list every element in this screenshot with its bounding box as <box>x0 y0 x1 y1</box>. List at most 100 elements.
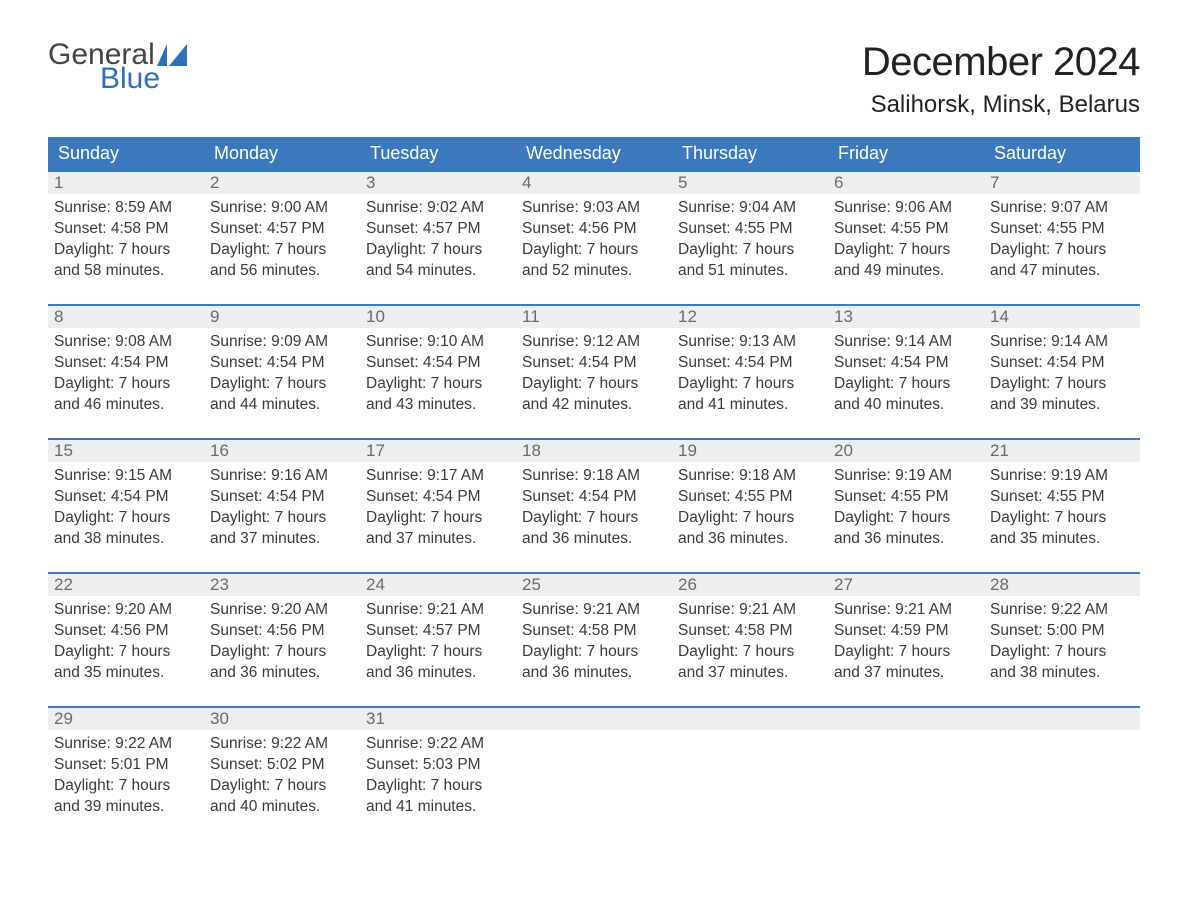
day-number: 19 <box>672 440 828 462</box>
day-body: Sunrise: 9:22 AMSunset: 5:03 PMDaylight:… <box>360 730 516 820</box>
day-number: 20 <box>828 440 984 462</box>
calendar-day: 21Sunrise: 9:19 AMSunset: 4:55 PMDayligh… <box>984 440 1140 558</box>
d1-text: Daylight: 7 hours <box>678 374 822 395</box>
sunset-text: Sunset: 5:00 PM <box>990 621 1134 642</box>
d2-text: and 37 minutes. <box>366 529 510 550</box>
day-body: Sunrise: 8:59 AMSunset: 4:58 PMDaylight:… <box>48 194 204 284</box>
sunrise-text: Sunrise: 9:20 AM <box>210 600 354 621</box>
sunset-text: Sunset: 4:58 PM <box>522 621 666 642</box>
d2-text: and 41 minutes. <box>366 797 510 818</box>
d1-text: Daylight: 7 hours <box>210 240 354 261</box>
d2-text: and 56 minutes. <box>210 261 354 282</box>
day-body: Sunrise: 9:21 AMSunset: 4:58 PMDaylight:… <box>672 596 828 686</box>
sunset-text: Sunset: 4:54 PM <box>522 487 666 508</box>
d1-text: Daylight: 7 hours <box>834 642 978 663</box>
sunset-text: Sunset: 4:55 PM <box>990 487 1134 508</box>
day-header: Wednesday <box>516 137 672 170</box>
day-body: Sunrise: 9:10 AMSunset: 4:54 PMDaylight:… <box>360 328 516 418</box>
day-number: 11 <box>516 306 672 328</box>
calendar-day: 8Sunrise: 9:08 AMSunset: 4:54 PMDaylight… <box>48 306 204 424</box>
calendar-day: 28Sunrise: 9:22 AMSunset: 5:00 PMDayligh… <box>984 574 1140 692</box>
brand-word2: Blue <box>100 64 201 94</box>
day-number: 10 <box>360 306 516 328</box>
sunrise-text: Sunrise: 9:21 AM <box>366 600 510 621</box>
day-body: Sunrise: 9:20 AMSunset: 4:56 PMDaylight:… <box>48 596 204 686</box>
d2-text: and 36 minutes. <box>834 529 978 550</box>
day-body: Sunrise: 9:19 AMSunset: 4:55 PMDaylight:… <box>984 462 1140 552</box>
brand-logo: General Blue <box>48 40 201 94</box>
sunset-text: Sunset: 4:54 PM <box>54 487 198 508</box>
day-header: Tuesday <box>360 137 516 170</box>
sunrise-text: Sunrise: 9:21 AM <box>522 600 666 621</box>
calendar-day: 6Sunrise: 9:06 AMSunset: 4:55 PMDaylight… <box>828 172 984 290</box>
day-number: 22 <box>48 574 204 596</box>
day-body: Sunrise: 9:21 AMSunset: 4:57 PMDaylight:… <box>360 596 516 686</box>
calendar-day: 24Sunrise: 9:21 AMSunset: 4:57 PMDayligh… <box>360 574 516 692</box>
day-number: 28 <box>984 574 1140 596</box>
header: General Blue December 2024 Salihorsk, Mi… <box>48 40 1140 119</box>
d2-text: and 39 minutes. <box>54 797 198 818</box>
day-body: Sunrise: 9:02 AMSunset: 4:57 PMDaylight:… <box>360 194 516 284</box>
d2-text: and 43 minutes. <box>366 395 510 416</box>
calendar-day: 31Sunrise: 9:22 AMSunset: 5:03 PMDayligh… <box>360 708 516 826</box>
d1-text: Daylight: 7 hours <box>678 508 822 529</box>
day-body: Sunrise: 9:22 AMSunset: 5:01 PMDaylight:… <box>48 730 204 820</box>
sunset-text: Sunset: 4:57 PM <box>210 219 354 240</box>
day-body: Sunrise: 9:19 AMSunset: 4:55 PMDaylight:… <box>828 462 984 552</box>
sunset-text: Sunset: 4:59 PM <box>834 621 978 642</box>
d1-text: Daylight: 7 hours <box>522 240 666 261</box>
day-body: Sunrise: 9:20 AMSunset: 4:56 PMDaylight:… <box>204 596 360 686</box>
day-body: Sunrise: 9:21 AMSunset: 4:58 PMDaylight:… <box>516 596 672 686</box>
sunset-text: Sunset: 4:54 PM <box>366 353 510 374</box>
day-number: 16 <box>204 440 360 462</box>
day-body: Sunrise: 9:08 AMSunset: 4:54 PMDaylight:… <box>48 328 204 418</box>
day-header: Saturday <box>984 137 1140 170</box>
day-number: 17 <box>360 440 516 462</box>
day-number: 18 <box>516 440 672 462</box>
d1-text: Daylight: 7 hours <box>54 374 198 395</box>
d1-text: Daylight: 7 hours <box>522 642 666 663</box>
day-number: 30 <box>204 708 360 730</box>
day-number: 27 <box>828 574 984 596</box>
day-body: Sunrise: 9:15 AMSunset: 4:54 PMDaylight:… <box>48 462 204 552</box>
day-number: 6 <box>828 172 984 194</box>
sunset-text: Sunset: 5:01 PM <box>54 755 198 776</box>
sunrise-text: Sunrise: 9:06 AM <box>834 198 978 219</box>
day-number: 9 <box>204 306 360 328</box>
d2-text: and 40 minutes. <box>210 797 354 818</box>
d2-text: and 51 minutes. <box>678 261 822 282</box>
d1-text: Daylight: 7 hours <box>54 240 198 261</box>
d1-text: Daylight: 7 hours <box>366 508 510 529</box>
day-number: 24 <box>360 574 516 596</box>
day-number: 14 <box>984 306 1140 328</box>
sunrise-text: Sunrise: 9:21 AM <box>678 600 822 621</box>
sunset-text: Sunset: 4:54 PM <box>522 353 666 374</box>
calendar-day: 11Sunrise: 9:12 AMSunset: 4:54 PMDayligh… <box>516 306 672 424</box>
sunrise-text: Sunrise: 9:15 AM <box>54 466 198 487</box>
d2-text: and 36 minutes. <box>522 663 666 684</box>
day-number: 15 <box>48 440 204 462</box>
calendar-day: 15Sunrise: 9:15 AMSunset: 4:54 PMDayligh… <box>48 440 204 558</box>
sunset-text: Sunset: 4:55 PM <box>678 487 822 508</box>
d1-text: Daylight: 7 hours <box>834 374 978 395</box>
sunset-text: Sunset: 4:54 PM <box>210 487 354 508</box>
d2-text: and 39 minutes. <box>990 395 1134 416</box>
d2-text: and 49 minutes. <box>834 261 978 282</box>
d2-text: and 58 minutes. <box>54 261 198 282</box>
sunrise-text: Sunrise: 9:21 AM <box>834 600 978 621</box>
d1-text: Daylight: 7 hours <box>54 776 198 797</box>
d1-text: Daylight: 7 hours <box>210 776 354 797</box>
sunset-text: Sunset: 4:54 PM <box>366 487 510 508</box>
day-number: 3 <box>360 172 516 194</box>
sunrise-text: Sunrise: 9:13 AM <box>678 332 822 353</box>
sunrise-text: Sunrise: 9:14 AM <box>834 332 978 353</box>
sunset-text: Sunset: 4:55 PM <box>990 219 1134 240</box>
calendar-day: 19Sunrise: 9:18 AMSunset: 4:55 PMDayligh… <box>672 440 828 558</box>
sunrise-text: Sunrise: 9:08 AM <box>54 332 198 353</box>
sunset-text: Sunset: 4:56 PM <box>54 621 198 642</box>
day-body: Sunrise: 9:22 AMSunset: 5:02 PMDaylight:… <box>204 730 360 820</box>
day-number: . <box>672 708 828 730</box>
d1-text: Daylight: 7 hours <box>366 776 510 797</box>
calendar-day: . <box>828 708 984 826</box>
d1-text: Daylight: 7 hours <box>522 508 666 529</box>
